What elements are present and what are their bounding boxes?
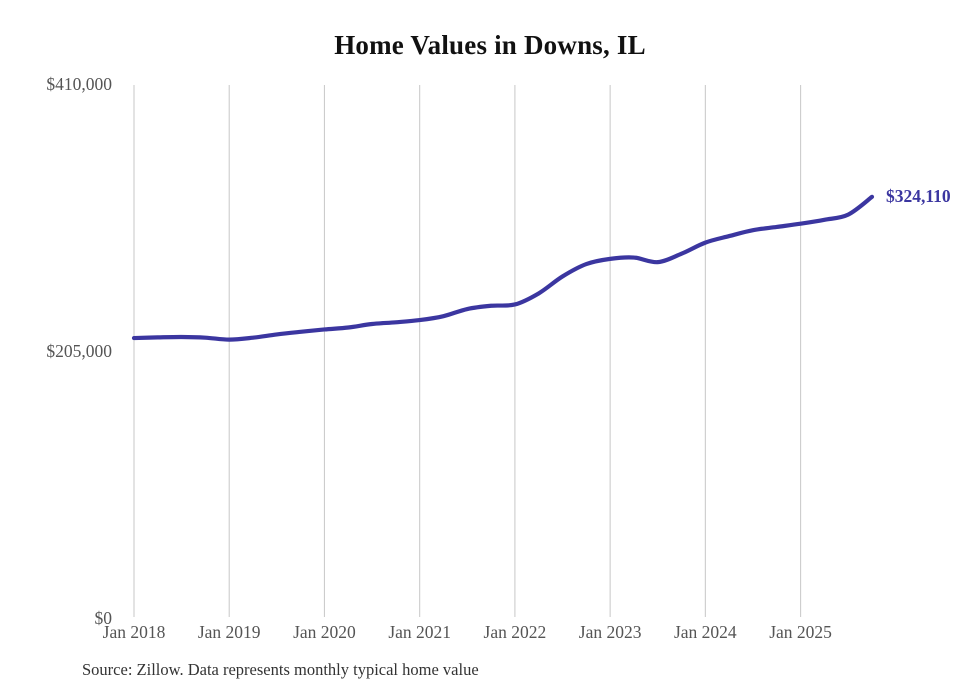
y-tick-label: $0 xyxy=(94,608,113,628)
end-value-label: $324,110 xyxy=(886,185,951,206)
y-tick-label: $205,000 xyxy=(46,341,112,361)
source-note: Source: Zillow. Data represents monthly … xyxy=(82,660,479,679)
x-tick-label: Jan 2019 xyxy=(197,622,261,642)
x-tick-label: Jan 2020 xyxy=(293,622,356,642)
x-tick-label: Jan 2022 xyxy=(483,622,547,642)
y-tick-label: $410,000 xyxy=(46,74,112,94)
x-tick-label: Jan 2021 xyxy=(388,622,452,642)
x-tick-label: Jan 2018 xyxy=(102,622,166,642)
x-tick-label: Jan 2024 xyxy=(673,622,737,642)
x-tick-label: Jan 2025 xyxy=(769,622,832,642)
chart-title: Home Values in Downs, IL xyxy=(334,30,646,60)
series-line-typical-home-value xyxy=(131,194,875,342)
x-tick-label: Jan 2023 xyxy=(578,622,642,642)
